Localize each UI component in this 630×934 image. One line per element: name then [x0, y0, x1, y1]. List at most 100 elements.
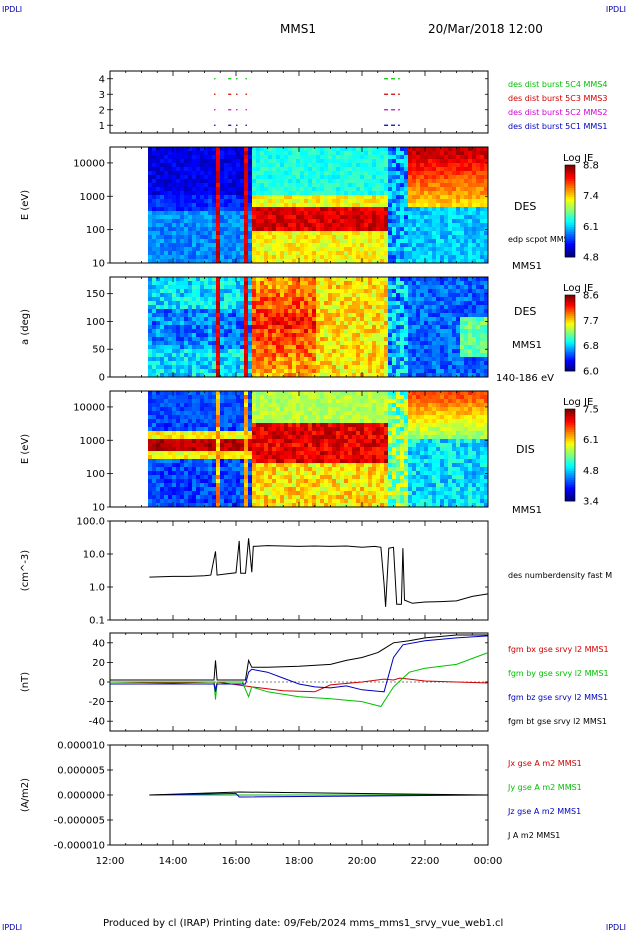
des-energy-panel-cell [380, 167, 385, 172]
des-pitch-panel-cell [484, 309, 489, 314]
des-energy-panel-cell [160, 155, 165, 160]
des-pitch-panel-cell [200, 369, 205, 374]
des-pitch-panel-cell [420, 281, 425, 286]
des-pitch-panel-cell [316, 349, 321, 354]
des-pitch-panel-cell [368, 361, 373, 366]
des-energy-panel-cell [452, 159, 457, 164]
des-energy-panel-cell [264, 243, 269, 248]
des-energy-panel-cell [316, 203, 321, 208]
des-energy-panel-cell [272, 239, 277, 244]
des-energy-panel-cell [472, 183, 477, 188]
des-energy-panel-cell [340, 199, 345, 204]
des-pitch-panel-cell [148, 361, 153, 366]
des-energy-panel-cell [196, 243, 201, 248]
des-pitch-panel-colorbar-step [565, 363, 575, 366]
des-pitch-panel-cell [316, 373, 321, 378]
des-pitch-panel-cell [276, 297, 281, 302]
des-energy-panel-cell [196, 207, 201, 212]
des-pitch-panel-cell [308, 333, 313, 338]
des-energy-panel-cell [372, 231, 377, 236]
des-energy-panel-cell [332, 171, 337, 176]
des-pitch-panel-cell [220, 365, 225, 370]
des-energy-panel-cell [324, 231, 329, 236]
des-pitch-panel-cell [336, 277, 341, 282]
des-energy-panel-cell [288, 215, 293, 220]
des-pitch-panel-cell [464, 341, 469, 346]
des-pitch-panel-cell [316, 309, 321, 314]
des-pitch-panel-cell [348, 309, 353, 314]
des-pitch-panel-cell [200, 353, 205, 358]
des-pitch-panel-cell [444, 369, 449, 374]
des-energy-panel-cell [176, 215, 181, 220]
des-energy-panel-cell [264, 211, 269, 216]
des-pitch-panel-cell [196, 313, 201, 318]
des-pitch-panel-cell [360, 357, 365, 362]
des-pitch-panel-cell [228, 289, 233, 294]
des-energy-panel-cell [480, 215, 485, 220]
des-energy-panel-cell [304, 163, 309, 168]
des-pitch-panel-cell [164, 301, 169, 306]
des-pitch-panel-cell [280, 361, 285, 366]
des-pitch-panel-cell [436, 373, 441, 378]
des-energy-panel-cell [416, 235, 421, 240]
des-pitch-panel-cell [348, 361, 353, 366]
des-energy-panel-cell [216, 147, 221, 152]
des-energy-panel-cell [464, 183, 469, 188]
corner-label-tl: IPDLI [2, 5, 23, 14]
des-energy-panel-cell [432, 227, 437, 232]
des-pitch-panel-cell [148, 317, 153, 322]
des-pitch-panel-cell [352, 301, 357, 306]
des-energy-panel-cell [392, 223, 397, 228]
des-energy-panel-cell [472, 219, 477, 224]
des-energy-panel-cell [480, 167, 485, 172]
des-pitch-panel-cell [204, 361, 209, 366]
des-pitch-panel-cell [192, 333, 197, 338]
des-energy-panel-cell [336, 159, 341, 164]
des-pitch-panel-cell [340, 333, 345, 338]
des-pitch-panel-cell [212, 301, 217, 306]
des-energy-panel-cell [172, 167, 177, 172]
des-pitch-panel-cell [364, 293, 369, 298]
des-pitch-panel-cell [284, 353, 289, 358]
des-energy-panel-cell [236, 175, 241, 180]
des-energy-panel-cell [232, 203, 237, 208]
des-energy-panel-cell [452, 227, 457, 232]
des-pitch-panel-cell [316, 361, 321, 366]
des-energy-panel-cell [260, 159, 265, 164]
des-energy-panel-cell [268, 223, 273, 228]
des-pitch-panel-cell [472, 357, 477, 362]
des-energy-panel-cell [220, 191, 225, 196]
des-energy-panel-cell [484, 195, 489, 200]
des-energy-panel-cell [484, 215, 489, 220]
des-pitch-panel-cell [252, 373, 257, 378]
des-energy-panel-cell [196, 183, 201, 188]
des-pitch-panel-cell [260, 365, 265, 370]
des-energy-panel-cell [452, 175, 457, 180]
des-pitch-panel-cell [416, 293, 421, 298]
des-pitch-panel-cell [228, 325, 233, 330]
des-energy-panel-cell [436, 159, 441, 164]
des-energy-panel-cell [392, 163, 397, 168]
des-pitch-panel-cell [236, 349, 241, 354]
des-energy-panel-cell [416, 183, 421, 188]
des-energy-panel-cell [336, 219, 341, 224]
des-energy-panel-cell [312, 227, 317, 232]
des-energy-panel-cell [312, 171, 317, 176]
des-pitch-panel-cell [388, 361, 393, 366]
des-pitch-panel-cell [400, 329, 405, 334]
des-energy-panel-cell [212, 199, 217, 204]
des-pitch-panel-cell [212, 329, 217, 334]
des-energy-panel-cell [480, 147, 485, 152]
des-energy-panel-cell [412, 155, 417, 160]
des-energy-panel-cell [384, 199, 389, 204]
des-pitch-panel-cell [468, 357, 473, 362]
des-pitch-panel-cell [356, 285, 361, 290]
des-energy-panel-cell [172, 175, 177, 180]
des-pitch-panel-cell [168, 297, 173, 302]
des-energy-panel-cell [220, 199, 225, 204]
des-pitch-panel-cell [468, 325, 473, 330]
des-energy-panel-cell [188, 219, 193, 224]
des-pitch-panel-cell [284, 337, 289, 342]
des-pitch-panel-cell [304, 277, 309, 282]
des-pitch-panel-cell [196, 301, 201, 306]
